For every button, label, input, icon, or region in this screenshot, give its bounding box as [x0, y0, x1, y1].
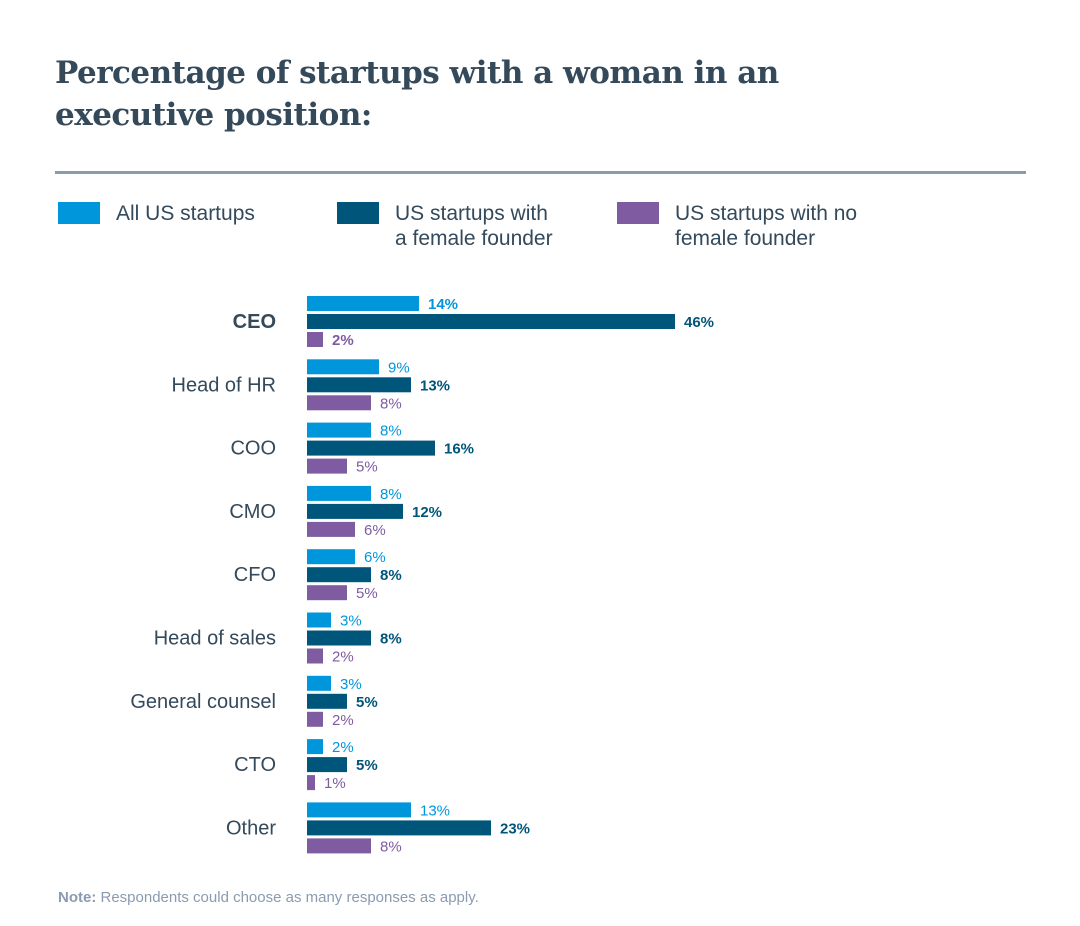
data-label: 5% — [356, 459, 378, 476]
legend-item-female-founder: US startups with a female founder — [337, 201, 553, 251]
data-label: 2% — [332, 332, 354, 349]
legend-label: US startups with a female founder — [395, 202, 553, 250]
bar — [307, 296, 419, 311]
data-label: 13% — [420, 802, 450, 819]
category-label: COO — [230, 438, 276, 460]
category-label: CEO — [233, 311, 276, 333]
data-label: 8% — [380, 395, 402, 412]
note-label: Note: — [58, 889, 97, 906]
legend-label: All US startups — [116, 202, 255, 225]
data-label: 6% — [364, 522, 386, 539]
data-label: 2% — [332, 712, 354, 729]
data-label: 23% — [500, 820, 530, 837]
bar — [307, 377, 411, 393]
data-label: 16% — [444, 441, 474, 458]
bar — [307, 838, 371, 854]
data-label: 8% — [380, 631, 402, 648]
bar — [307, 739, 323, 755]
category-label: CTO — [234, 754, 276, 776]
data-label: 5% — [356, 757, 378, 774]
data-label: 46% — [684, 314, 714, 331]
data-label: 8% — [380, 838, 402, 855]
category-label: Other — [226, 817, 276, 839]
bar — [307, 549, 355, 565]
data-label: 5% — [356, 694, 378, 711]
title-divider — [55, 171, 1026, 174]
bar — [307, 675, 331, 691]
bar — [307, 693, 347, 709]
data-label: 3% — [340, 613, 362, 630]
category-label: Head of sales — [154, 628, 276, 650]
bar — [307, 314, 675, 329]
bar — [307, 567, 371, 583]
legend-item-all-us-startups: All US startups — [58, 201, 255, 226]
bar — [307, 395, 371, 411]
legend-swatch — [337, 202, 379, 224]
category-label: Head of HR — [172, 374, 277, 396]
legend-swatch — [617, 202, 659, 224]
bar — [307, 422, 371, 438]
legend-item-no-female-founder: US startups with no female founder — [617, 201, 857, 251]
bar — [307, 648, 323, 664]
category-label: General counsel — [130, 691, 276, 713]
chart-title: Percentage of startups with a woman in a… — [55, 55, 779, 133]
data-label: 9% — [388, 359, 410, 376]
bar — [307, 820, 491, 836]
note-text: Respondents could choose as many respons… — [96, 889, 479, 906]
bar — [307, 521, 355, 537]
data-label: 1% — [324, 775, 346, 792]
bar — [307, 757, 347, 773]
bar — [307, 630, 371, 646]
footnote: Note: Respondents could choose as many r… — [58, 889, 479, 906]
bar — [307, 775, 315, 791]
data-label: 8% — [380, 567, 402, 584]
bar — [307, 485, 371, 501]
category-label: CFO — [234, 564, 276, 586]
data-label: 14% — [428, 296, 458, 313]
data-label: 2% — [332, 739, 354, 756]
data-label: 8% — [380, 486, 402, 503]
data-label: 8% — [380, 423, 402, 440]
data-label: 5% — [356, 585, 378, 602]
legend-label: US startups with no female founder — [675, 202, 858, 250]
bar — [307, 458, 347, 474]
category-label: CMO — [229, 501, 276, 523]
bar — [307, 440, 435, 456]
bar — [307, 503, 403, 519]
bar — [307, 711, 323, 727]
bar — [307, 359, 379, 375]
data-label: 13% — [420, 377, 450, 394]
bar — [307, 585, 347, 601]
legend-swatch — [58, 202, 100, 224]
data-label: 2% — [332, 649, 354, 666]
data-label: 3% — [340, 676, 362, 693]
bar — [307, 332, 323, 347]
data-label: 12% — [412, 504, 442, 521]
data-label: 6% — [364, 549, 386, 566]
bar — [307, 612, 331, 628]
bar — [307, 802, 411, 818]
